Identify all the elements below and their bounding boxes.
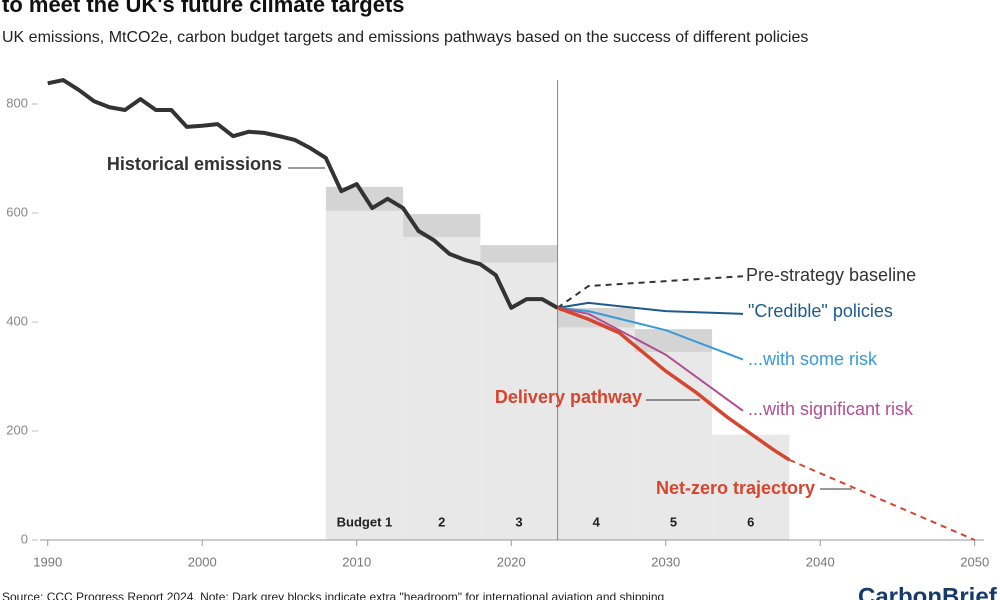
chart-subtitle: UK emissions, MtCO2e, carbon budget targ…	[2, 29, 808, 46]
series-line	[788, 458, 976, 541]
budget-label: 3	[515, 514, 522, 529]
series-label: ...with some risk	[748, 349, 878, 369]
brand-logo: CarbonBrief	[858, 583, 998, 600]
series-line	[557, 301, 744, 315]
y-tick-label: 800	[6, 95, 28, 110]
budget-block	[403, 236, 481, 541]
source-note: Source: CCC Progress Report 2024. Note: …	[2, 590, 664, 600]
series-line	[557, 306, 744, 361]
series-line	[557, 306, 744, 412]
budget-label: 2	[438, 514, 445, 529]
x-tick-label: 2000	[188, 554, 217, 569]
y-tick-label: 200	[6, 422, 28, 437]
series-label: "Credible" policies	[748, 301, 893, 321]
x-tick-label: 2010	[342, 554, 371, 569]
series-line	[556, 306, 791, 462]
series-line	[557, 275, 744, 309]
series-label: Pre-strategy baseline	[746, 265, 916, 285]
series-line	[47, 78, 559, 310]
x-tick-label: 2030	[651, 554, 680, 569]
x-tick-label: 2040	[806, 554, 835, 569]
series-label: Net-zero trajectory	[656, 478, 815, 498]
budget-label: 6	[747, 514, 754, 529]
chart-title: to meet the UK's future climate targets	[2, 0, 405, 17]
y-tick-label: 0	[21, 531, 28, 546]
budget-label: 5	[670, 514, 677, 529]
series-label: ...with significant risk	[748, 399, 914, 419]
budget-block	[634, 351, 713, 540]
series-label: Historical emissions	[107, 154, 282, 174]
budget-block	[480, 262, 558, 540]
headroom-block	[480, 245, 558, 263]
budget-label: 4	[593, 514, 601, 529]
y-tick-label: 600	[6, 204, 28, 219]
x-tick-label: 2050	[960, 554, 989, 569]
x-tick-label: 1990	[33, 554, 62, 569]
budget-block	[557, 327, 635, 540]
x-tick-label: 2020	[497, 554, 526, 569]
y-tick-label: 400	[6, 313, 28, 328]
headroom-block	[634, 329, 713, 352]
budget-label: Budget 1	[337, 514, 393, 529]
series-label: Delivery pathway	[495, 387, 642, 407]
budget-block	[325, 210, 404, 540]
